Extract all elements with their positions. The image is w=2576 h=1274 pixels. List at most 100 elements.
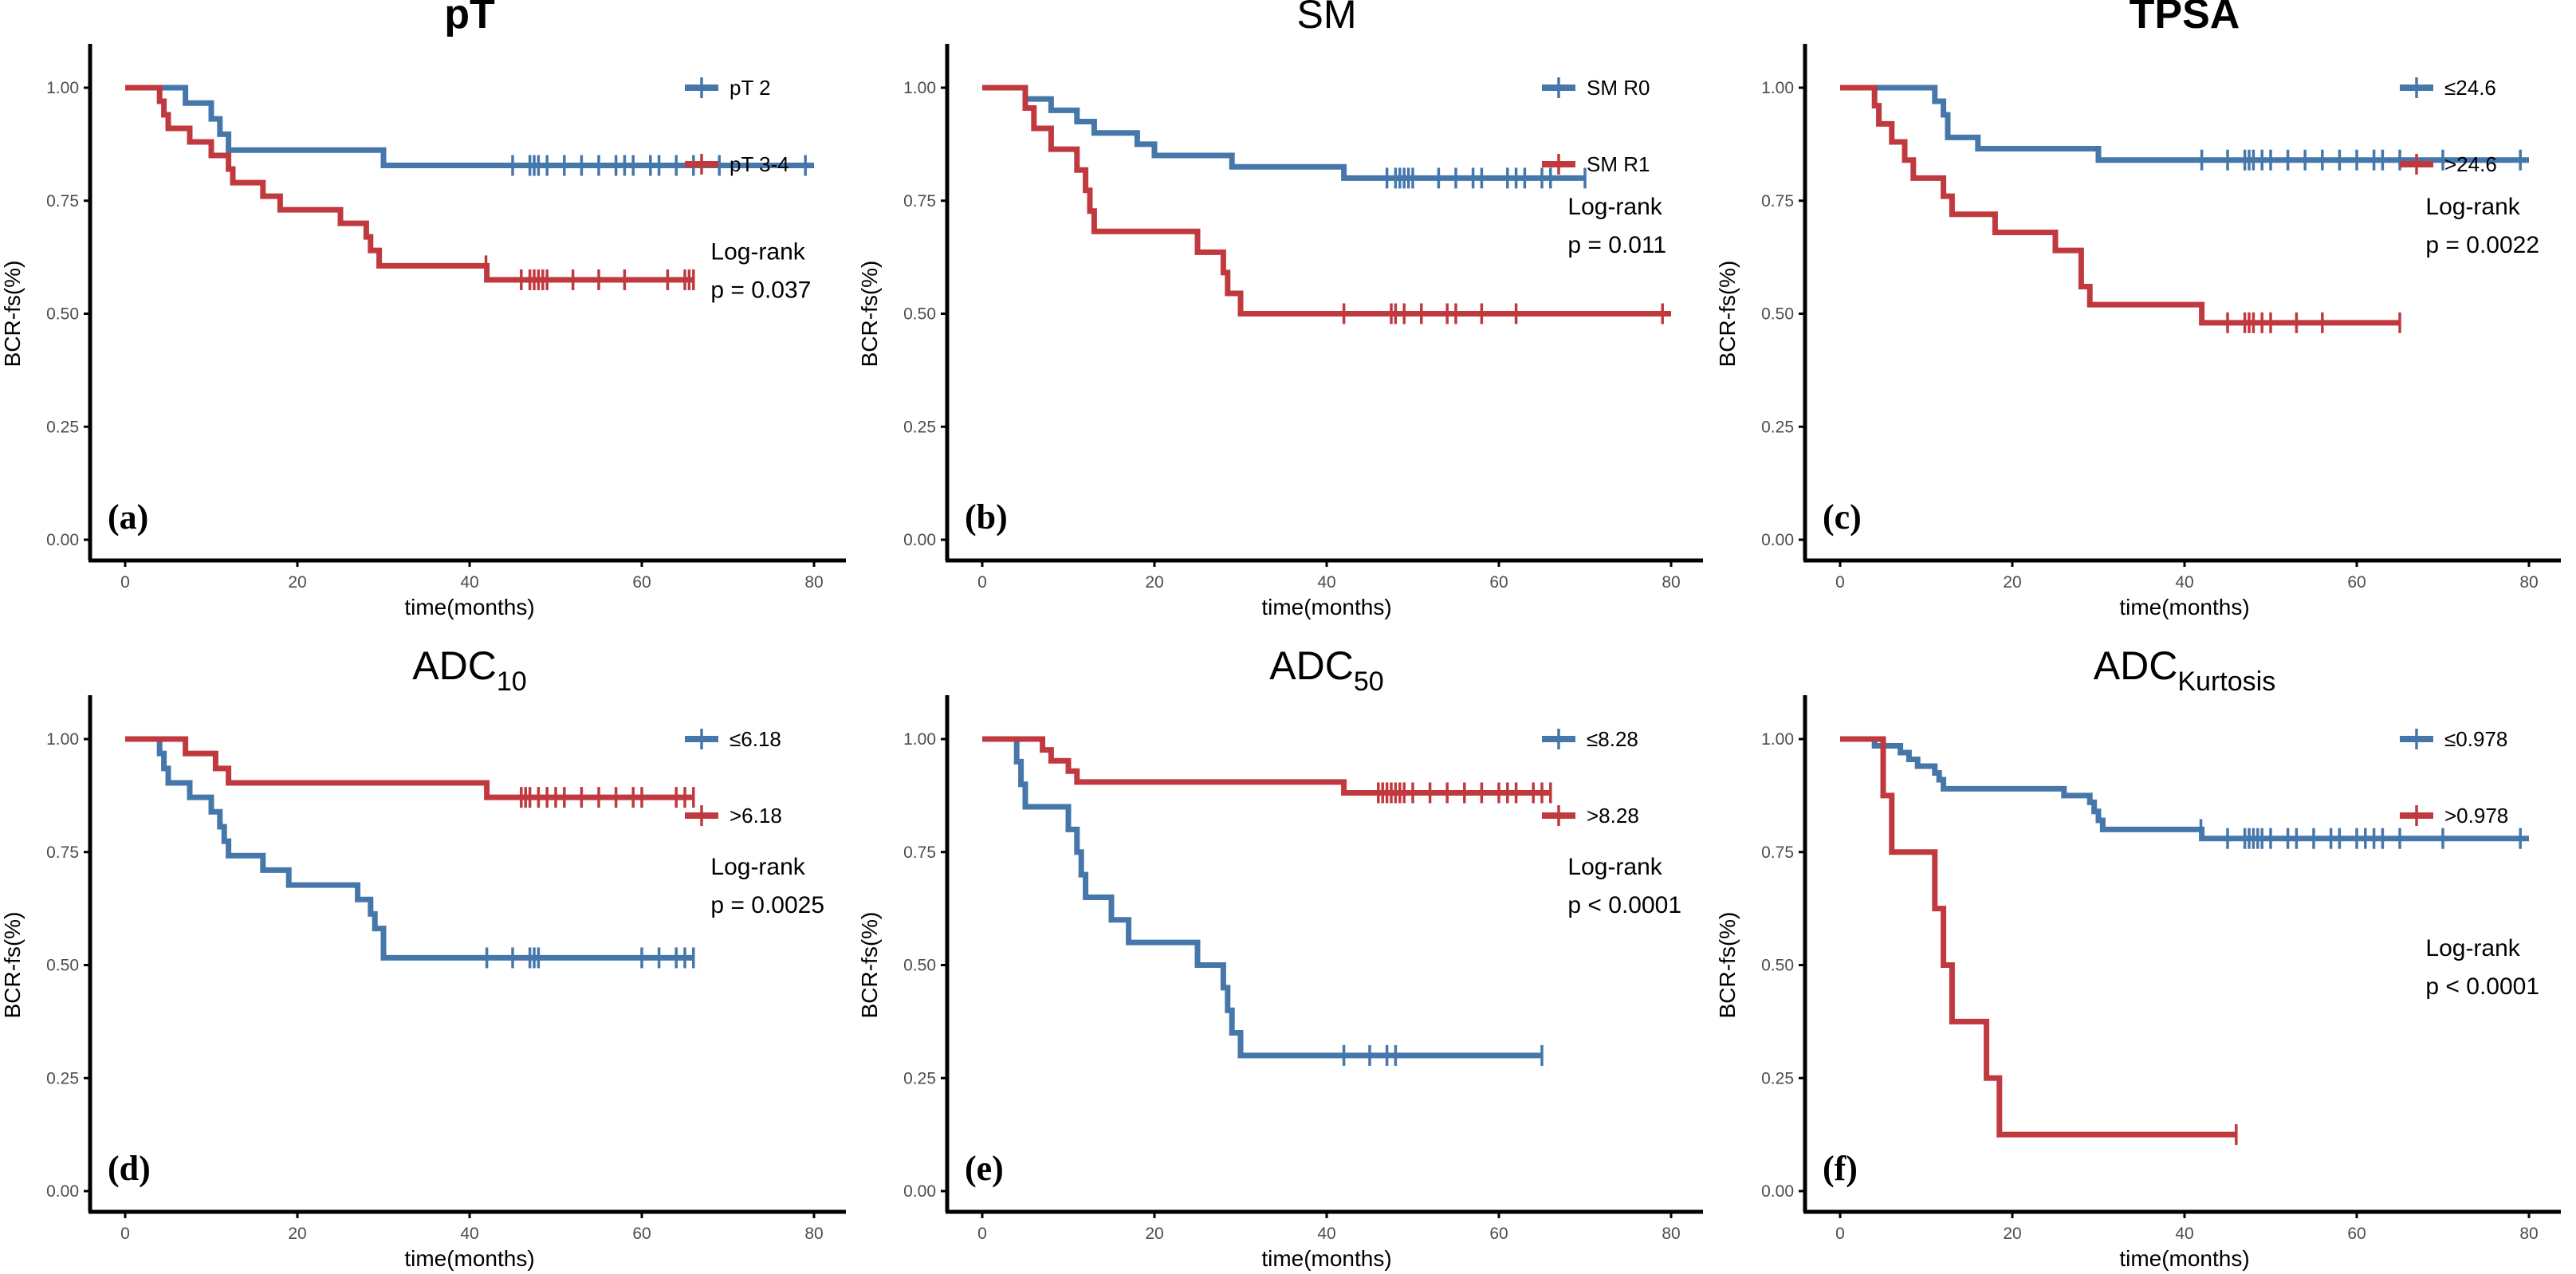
x-tick-label: 20 bbox=[1145, 573, 1163, 592]
panel-a: 0.00 0.25 0.50 0.75 1.00 0 20 40 60 80 time(months… bbox=[0, 0, 846, 619]
x-tick-label: 0 bbox=[1835, 573, 1845, 592]
x-tick-label: 40 bbox=[460, 573, 478, 592]
legend-label: pT 3-4 bbox=[730, 152, 789, 176]
panel-title: TPSA bbox=[2130, 0, 2240, 37]
panel-title-subscript: Kurtosis bbox=[2177, 666, 2275, 697]
km-curve-group1 bbox=[1840, 736, 2529, 842]
x-tick-label: 60 bbox=[2347, 1225, 2366, 1243]
logrank-label: Log-rank bbox=[1567, 194, 1662, 220]
y-axis-title: BCR-fs(%) bbox=[857, 261, 882, 368]
y-tick-label: 0.00 bbox=[1761, 1182, 1794, 1201]
y-tick-label: 0.25 bbox=[903, 418, 936, 436]
panel-tag: (d) bbox=[108, 1149, 151, 1188]
km-curve-group2 bbox=[982, 736, 1551, 796]
x-tick-label: 20 bbox=[2003, 1225, 2021, 1243]
km-curve-group2 bbox=[1840, 736, 2236, 1138]
y-tick-label: 1.00 bbox=[46, 79, 79, 97]
panel-tag: (c) bbox=[1823, 497, 1862, 537]
x-axis-title: time(months) bbox=[1261, 595, 1391, 619]
x-tick-label: 40 bbox=[460, 1225, 478, 1243]
y-axis-title: BCR-fs(%) bbox=[1715, 261, 1740, 368]
logrank-label: Log-rank bbox=[710, 854, 805, 880]
panel-tag: (a) bbox=[108, 497, 148, 537]
x-tick-label: 40 bbox=[2175, 573, 2193, 592]
panel-d: 0.00 0.25 0.50 0.75 1.00 0 20 40 60 80 time(months… bbox=[0, 643, 846, 1271]
p-value: p = 0.011 bbox=[1567, 232, 1666, 258]
y-tick-label: 0.75 bbox=[903, 192, 936, 210]
legend-label: >0.978 bbox=[2444, 804, 2508, 828]
panel-title: ADC10 bbox=[412, 643, 526, 697]
legend-label: >6.18 bbox=[730, 804, 782, 828]
x-tick-label: 60 bbox=[1489, 1225, 1508, 1243]
logrank-label: Log-rank bbox=[2425, 194, 2520, 220]
km-curve-group1 bbox=[1840, 85, 2529, 163]
km-curve-group1 bbox=[125, 85, 814, 169]
x-tick-label: 0 bbox=[977, 1225, 987, 1243]
x-tick-label: 80 bbox=[1662, 573, 1680, 592]
x-tick-label: 60 bbox=[2347, 573, 2366, 592]
legend-label: >24.6 bbox=[2444, 152, 2497, 176]
logrank-label: Log-rank bbox=[710, 238, 805, 265]
y-tick-label: 0.00 bbox=[903, 531, 936, 549]
logrank-label: Log-rank bbox=[2425, 935, 2520, 961]
panel-c: 0.00 0.25 0.50 0.75 1.00 0 20 40 60 80 time(months… bbox=[1715, 0, 2561, 619]
y-tick-label: 0.50 bbox=[46, 957, 79, 975]
x-axis-title: time(months) bbox=[404, 1246, 534, 1271]
y-tick-label: 0.25 bbox=[46, 1069, 79, 1087]
x-tick-label: 80 bbox=[2519, 573, 2538, 592]
panel-title-subscript: 50 bbox=[1354, 666, 1384, 697]
y-axis-title: BCR-fs(%) bbox=[1715, 912, 1740, 1019]
x-tick-label: 80 bbox=[2519, 1225, 2538, 1243]
panel-title-subscript: 10 bbox=[497, 666, 527, 697]
legend-label: ≤6.18 bbox=[730, 727, 781, 751]
y-tick-label: 1.00 bbox=[1761, 730, 1794, 749]
y-tick-label: 1.00 bbox=[46, 730, 79, 749]
x-axis-title: time(months) bbox=[2119, 595, 2249, 619]
km-curve-group1 bbox=[125, 736, 694, 961]
km-curve-group2 bbox=[125, 736, 694, 800]
x-tick-label: 20 bbox=[288, 573, 306, 592]
y-tick-label: 0.25 bbox=[903, 1069, 936, 1087]
y-tick-label: 0.00 bbox=[903, 1182, 936, 1201]
x-tick-label: 20 bbox=[1145, 1225, 1163, 1243]
y-tick-label: 0.75 bbox=[46, 192, 79, 210]
x-tick-label: 0 bbox=[977, 573, 987, 592]
x-tick-label: 0 bbox=[1835, 1225, 1845, 1243]
y-tick-label: 0.50 bbox=[46, 305, 79, 324]
km-curve-group1 bbox=[982, 736, 1542, 1059]
p-value: p < 0.0001 bbox=[2425, 973, 2539, 1000]
panel-tag: (e) bbox=[965, 1149, 1004, 1188]
km-curve-group2 bbox=[982, 85, 1671, 317]
x-tick-label: 80 bbox=[1662, 1225, 1680, 1243]
y-tick-label: 0.50 bbox=[1761, 957, 1794, 975]
legend-label: ≤0.978 bbox=[2444, 727, 2507, 751]
panel-e: 0.00 0.25 0.50 0.75 1.00 0 20 40 60 80 time(months… bbox=[857, 643, 1703, 1271]
panel-title: ADCKurtosis bbox=[2094, 643, 2275, 697]
legend-label: SM R0 bbox=[1587, 76, 1650, 100]
x-tick-label: 60 bbox=[632, 1225, 651, 1243]
x-tick-label: 40 bbox=[1317, 573, 1335, 592]
y-tick-label: 1.00 bbox=[1761, 79, 1794, 97]
km-curve-group2 bbox=[125, 85, 694, 283]
km-curve-group1 bbox=[982, 85, 1585, 181]
panel-tag: (b) bbox=[965, 497, 1008, 537]
x-tick-label: 40 bbox=[1317, 1225, 1335, 1243]
y-tick-label: 0.25 bbox=[46, 418, 79, 436]
y-tick-label: 0.00 bbox=[1761, 531, 1794, 549]
p-value: p = 0.0025 bbox=[710, 892, 824, 918]
y-tick-label: 0.00 bbox=[46, 1182, 79, 1201]
p-value: p = 0.037 bbox=[710, 277, 811, 303]
x-tick-label: 20 bbox=[2003, 573, 2021, 592]
y-tick-label: 0.75 bbox=[1761, 192, 1794, 210]
x-tick-label: 0 bbox=[120, 573, 130, 592]
x-axis-title: time(months) bbox=[2119, 1246, 2249, 1271]
panel-tag: (f) bbox=[1823, 1149, 1858, 1188]
x-tick-label: 0 bbox=[120, 1225, 130, 1243]
x-axis-title: time(months) bbox=[1261, 1246, 1391, 1271]
y-tick-label: 0.00 bbox=[46, 531, 79, 549]
x-tick-label: 60 bbox=[1489, 573, 1508, 592]
y-tick-label: 0.25 bbox=[1761, 1069, 1794, 1087]
panel-f: 0.00 0.25 0.50 0.75 1.00 0 20 40 60 80 time(months… bbox=[1715, 643, 2561, 1271]
y-axis-title: BCR-fs(%) bbox=[857, 912, 882, 1019]
